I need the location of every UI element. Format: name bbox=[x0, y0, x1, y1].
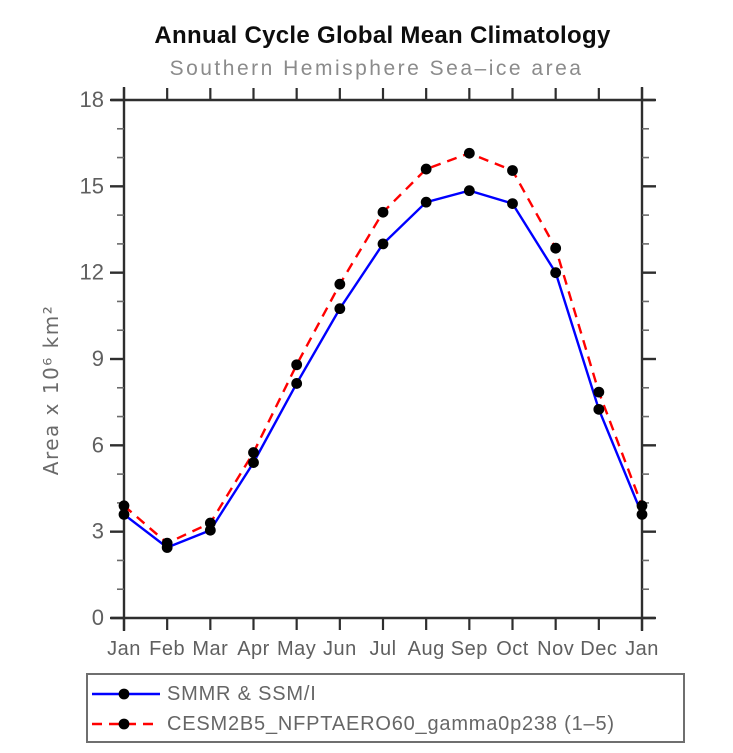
x-tick-label: Sep bbox=[451, 638, 488, 660]
x-tick-label: Jan bbox=[625, 638, 659, 660]
y-tick-label: 6 bbox=[92, 432, 104, 457]
legend-swatch-dashed-line-icon bbox=[92, 718, 160, 730]
x-tick-label: Oct bbox=[496, 638, 529, 660]
x-tick-label: Feb bbox=[149, 638, 185, 660]
y-tick-label: 9 bbox=[92, 346, 104, 371]
x-axis-ticks: Jan Feb Mar Apr May Jun Jul Aug Sep Oct Nov Dec Jan bbox=[107, 88, 659, 660]
legend-label-cesm: CESM2B5_NFPTAERO60_gamma0p238 (1–5) bbox=[167, 712, 615, 735]
y-axis-ticks: 0 3 6 9 12 15 18 bbox=[80, 87, 656, 630]
x-tick-label: Aug bbox=[408, 638, 445, 660]
legend-item-smmr: SMMR & SSM/I bbox=[88, 679, 683, 709]
chart-title: Annual Cycle Global Mean Climatology bbox=[154, 22, 611, 49]
legend-swatch-solid-line-icon bbox=[92, 688, 160, 700]
legend-item-cesm: CESM2B5_NFPTAERO60_gamma0p238 (1–5) bbox=[88, 709, 683, 739]
legend-label-smmr: SMMR & SSM/I bbox=[167, 682, 317, 705]
plot-frame bbox=[111, 87, 655, 631]
x-tick-label: Dec bbox=[580, 638, 617, 660]
x-tick-label: Mar bbox=[192, 638, 228, 660]
chart-legend: SMMR & SSM/I CESM2B5_NFPTAERO60_gamma0p2… bbox=[86, 673, 685, 743]
y-tick-label: 0 bbox=[92, 605, 104, 630]
y-tick-label: 15 bbox=[80, 173, 104, 198]
x-tick-label: Jul bbox=[369, 638, 396, 660]
y-tick-label: 18 bbox=[80, 87, 104, 112]
series-markers-1 bbox=[118, 147, 648, 549]
x-tick-label: Apr bbox=[237, 638, 270, 660]
x-tick-label: May bbox=[277, 638, 316, 660]
y-tick-label: 12 bbox=[80, 260, 104, 285]
x-tick-label: Jan bbox=[107, 638, 141, 660]
chart-subtitle: Southern Hemisphere Sea–ice area bbox=[169, 57, 584, 80]
x-tick-label: Jun bbox=[323, 638, 357, 660]
y-axis-title: Area x 10⁶ km² bbox=[39, 305, 63, 475]
x-tick-label: Nov bbox=[537, 638, 574, 660]
y-tick-label: 3 bbox=[92, 519, 104, 544]
series-markers-0 bbox=[118, 185, 648, 553]
